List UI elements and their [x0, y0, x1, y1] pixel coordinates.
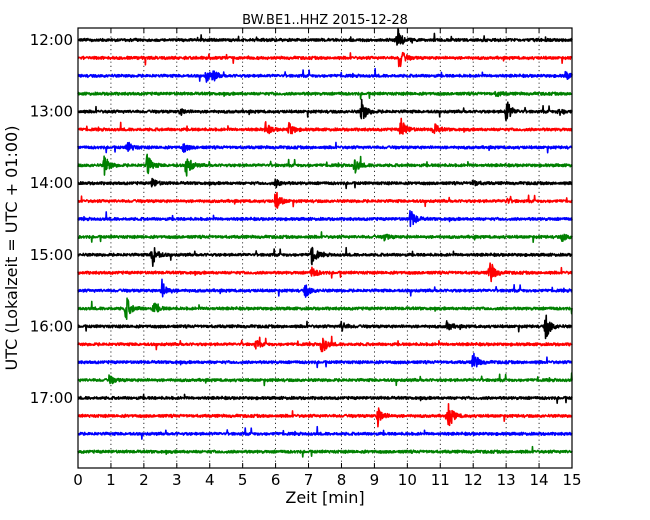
trace-row: [77, 425, 573, 440]
x-tick-label: 11: [431, 471, 450, 489]
trace-row: [77, 210, 573, 228]
trace-row: [77, 262, 573, 283]
trace-row: [77, 231, 573, 244]
trace-row: [77, 403, 573, 428]
trace-row: [77, 372, 573, 387]
chart-title: BW.BE1..HHZ 2015-12-28: [242, 13, 408, 28]
x-axis-label: Zeit [min]: [285, 488, 364, 507]
y-tick-label: 14:00: [30, 174, 73, 192]
x-tick-label: 0: [73, 471, 83, 489]
y-tick-label: 13:00: [30, 103, 73, 121]
trace-row: [77, 297, 573, 321]
trace-row: [77, 67, 573, 83]
x-tick-label: 12: [464, 471, 483, 489]
x-tick-label: 9: [370, 471, 380, 489]
trace-row: [77, 191, 573, 209]
trace-row: [77, 98, 573, 122]
trace-row: [77, 51, 573, 68]
trace-row: [77, 177, 573, 190]
x-tick-label: 14: [530, 471, 549, 489]
trace-row: [77, 445, 573, 458]
x-tick-label: 3: [172, 471, 182, 489]
trace-row: [77, 153, 573, 177]
x-tick-label: 4: [205, 471, 215, 489]
y-tick-label: 15:00: [30, 246, 73, 264]
y-axis-label: UTC (Lokalzeit = UTC + 01:00): [2, 126, 21, 371]
trace-row: [77, 393, 573, 405]
y-tick-label: 16:00: [30, 317, 73, 335]
x-tick-label: 6: [271, 471, 281, 489]
x-tick-label: 13: [497, 471, 516, 489]
y-tick-label: 12:00: [30, 31, 73, 49]
x-tick-label: 2: [139, 471, 149, 489]
x-tick-label: 8: [337, 471, 347, 489]
x-tick-label: 7: [304, 471, 314, 489]
axis-ticks: 0 1 2 3 4 5 6 7 8 9 10 11 12 13 14 1512:0013:0014:0015:…: [30, 28, 582, 489]
plot-frame: [77, 27, 573, 469]
trace-row: [77, 141, 573, 154]
trace-row: [77, 246, 573, 267]
y-tick-label: 17:00: [30, 389, 73, 407]
x-tick-label: 5: [238, 471, 248, 489]
trace-row: [77, 335, 573, 353]
trace-rows: [77, 28, 573, 458]
x-tick-label: 15: [562, 471, 581, 489]
x-tick-label: 1: [106, 471, 116, 489]
trace-row: [77, 314, 573, 340]
trace-row: [77, 352, 573, 369]
x-tick-label: 10: [398, 471, 417, 489]
trace-row: [77, 117, 573, 135]
trace-row: [77, 28, 573, 46]
trace-row: [77, 278, 573, 298]
trace-row: [77, 90, 573, 100]
